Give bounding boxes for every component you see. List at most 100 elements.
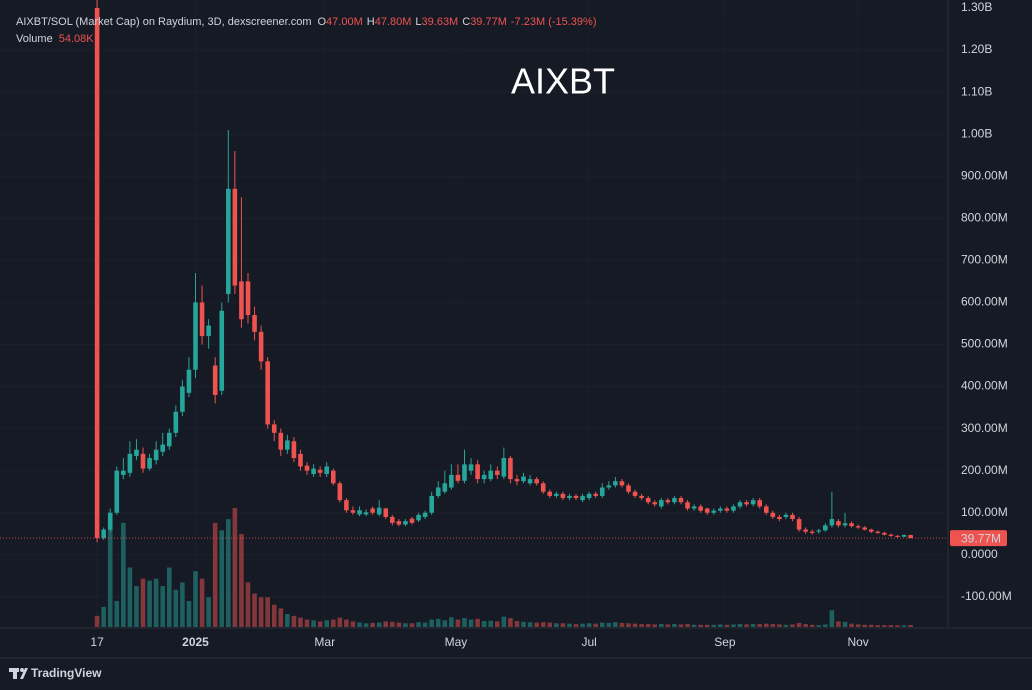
field-key: L <box>415 16 421 28</box>
candle-body <box>704 508 710 513</box>
candle-body <box>416 514 421 521</box>
candle-body <box>606 485 612 488</box>
volume-bar <box>744 624 749 627</box>
legend-header: AIXBT/SOL (Market Cap) on Raydium, 3D, d… <box>16 16 596 28</box>
y-tick-label: 100.00M <box>961 505 1008 519</box>
candle-body <box>901 535 907 537</box>
candle-body <box>724 508 730 511</box>
candle-body <box>455 474 461 481</box>
volume-bar <box>258 597 264 627</box>
candle-body <box>265 361 270 425</box>
candle-body <box>271 424 277 433</box>
candle-body <box>252 315 257 332</box>
volume-bar <box>777 624 782 627</box>
candle-body <box>153 449 159 461</box>
volume-bar <box>632 623 638 627</box>
candle-body <box>573 495 579 499</box>
plot-area <box>0 0 948 627</box>
candle-body <box>731 506 736 511</box>
volume-bar <box>731 624 736 627</box>
candle-body <box>121 470 126 475</box>
candle-body <box>390 516 395 523</box>
candle-body <box>527 479 533 484</box>
candle-body <box>160 444 165 452</box>
volume-bar <box>724 624 730 627</box>
candle-body <box>750 500 756 505</box>
field-value: 47.00M <box>326 16 363 28</box>
candle-body <box>127 453 133 473</box>
candle-body <box>462 464 467 481</box>
candle-body <box>639 495 644 499</box>
candle-body <box>645 498 651 503</box>
volume-bar <box>855 624 861 627</box>
volume-bar <box>606 622 612 627</box>
candle-body <box>134 449 139 456</box>
candle-body <box>429 495 434 513</box>
volume-bar <box>626 623 631 627</box>
candle-body <box>114 470 120 513</box>
volume-bar <box>678 624 684 627</box>
field-value: 47.80M <box>375 16 412 28</box>
y-tick-label: 800.00M <box>961 210 1008 224</box>
candle-body <box>206 325 211 337</box>
candle-body <box>836 521 841 526</box>
change-value: -7.23M (-15.39%) <box>511 16 597 28</box>
candle-body <box>298 453 303 467</box>
candle-body <box>363 512 369 515</box>
volume-bar <box>449 617 454 627</box>
volume-bar <box>455 619 461 627</box>
field-key: C <box>462 16 470 28</box>
volume-bar <box>219 530 225 627</box>
volume-bar <box>435 618 441 627</box>
volume-bar <box>481 621 487 627</box>
candle-body <box>501 458 507 477</box>
volume-bar <box>212 522 218 627</box>
candle-body <box>278 432 284 450</box>
volume-bar <box>534 622 539 627</box>
volume-bar <box>704 624 710 627</box>
volume-bar <box>829 610 835 627</box>
x-tick-label: Mar <box>314 635 335 649</box>
candle-body <box>560 493 566 499</box>
candle-body <box>783 514 789 517</box>
volume-bar <box>147 580 152 627</box>
volume-bar <box>330 619 336 627</box>
volume-bar <box>763 623 769 627</box>
volume-bar <box>416 622 421 627</box>
symbol: AIXBT/SOL (Market Cap) on Raydium, 3D, d… <box>16 16 311 28</box>
volume-bar <box>901 625 907 627</box>
footer-brand: TradingView <box>31 666 102 680</box>
volume-bar <box>114 600 120 627</box>
candle-body <box>626 485 631 492</box>
candle-body <box>245 281 251 316</box>
volume-bar <box>665 624 671 627</box>
volume-bar <box>527 622 533 627</box>
volume-bar <box>442 620 448 627</box>
last-price-tag <box>950 530 1007 547</box>
volume-bar <box>245 582 251 627</box>
candle-body <box>442 483 448 492</box>
candle-body <box>449 474 454 488</box>
candle-body <box>475 464 480 480</box>
candle-body <box>219 310 225 391</box>
candle-body <box>232 188 238 286</box>
volume-bar <box>508 618 513 627</box>
volume-bar <box>593 623 598 627</box>
x-tick-label: 2025 <box>182 635 209 649</box>
candle-body <box>567 495 572 499</box>
candle-body <box>672 498 677 503</box>
volume-bar <box>567 623 572 627</box>
candle-body <box>888 534 894 536</box>
volume-bar <box>199 578 205 627</box>
volume-bar <box>750 624 756 627</box>
candle-body <box>665 500 671 503</box>
candle-body <box>685 502 690 509</box>
y-tick-label: 1.00B <box>961 126 992 140</box>
candle-body <box>790 514 795 520</box>
volume-bar <box>134 586 139 627</box>
volume-bar <box>862 624 867 627</box>
volume-bar <box>501 616 507 627</box>
volume-bar <box>409 623 415 627</box>
candle-body <box>435 487 441 496</box>
volume-bar <box>239 534 244 627</box>
